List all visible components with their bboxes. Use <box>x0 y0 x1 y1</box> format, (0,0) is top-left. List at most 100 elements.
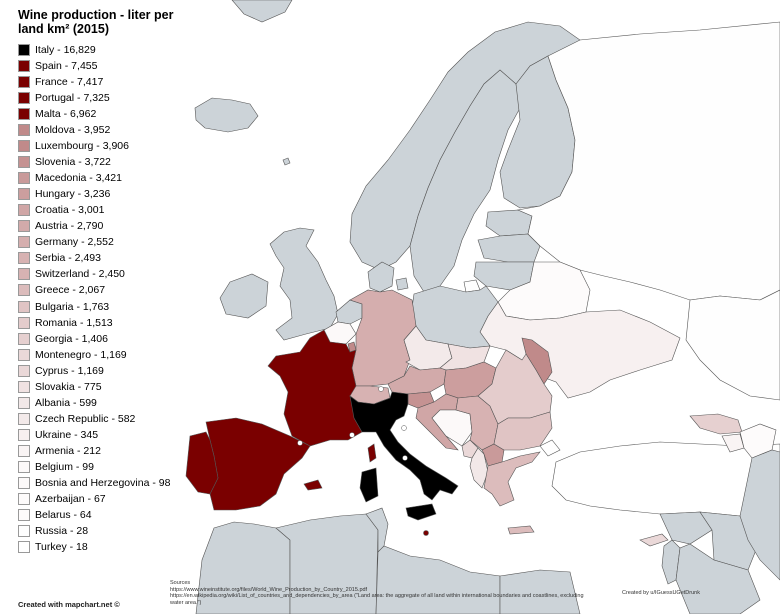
legend-label: Slovenia - 3,722 <box>35 156 111 169</box>
legend-label: Czech Republic - 582 <box>35 412 136 425</box>
legend-item: Belgium - 99 <box>18 459 188 475</box>
country-netherlands <box>335 299 363 325</box>
sources-link-wineinstitute[interactable]: https://www.wineinstitute.org/files/Worl… <box>170 586 368 593</box>
legend-label: Armenia - 212 <box>35 444 101 457</box>
country-united-kingdom <box>269 227 339 341</box>
legend-item: Malta - 6,962 <box>18 106 188 122</box>
legend-item: Serbia - 2,493 <box>18 250 188 266</box>
legend-label: Slovakia - 775 <box>35 380 102 393</box>
legend-swatch <box>18 524 30 537</box>
legend-swatch <box>18 412 30 425</box>
legend-label: Macedonia - 3,421 <box>35 172 122 185</box>
legend-swatch <box>18 460 30 473</box>
sources-link-wikipedia[interactable]: https://en.wikipedia.org/wiki/List_of_co… <box>170 593 584 606</box>
legend-item: Slovenia - 3,722 <box>18 154 188 170</box>
capital-marker-vatican <box>402 455 408 461</box>
legend-swatch <box>18 252 30 265</box>
country-ukraine <box>479 301 681 399</box>
country-kazakhstan <box>685 289 780 401</box>
legend-list: Italy - 16,829 Spain - 7,455 France - 7,41… <box>18 42 188 555</box>
legend-item: Austria - 2,790 <box>18 218 188 234</box>
country-sweden <box>409 69 521 293</box>
country-bulgaria <box>493 411 553 451</box>
legend-label: Spain - 7,455 <box>35 60 98 73</box>
legend-swatch <box>18 188 30 201</box>
legend-label: Turkey - 18 <box>35 540 88 553</box>
legend-label: Bulgaria - 1,763 <box>35 300 110 313</box>
legend-swatch <box>18 444 30 457</box>
legend-item: Montenegro - 1,169 <box>18 347 188 363</box>
legend-item: Belarus - 64 <box>18 507 188 523</box>
legend-swatch <box>18 428 30 441</box>
legend-swatch <box>18 380 30 393</box>
sources: Sources https://www.wineinstitute.org/fi… <box>170 580 590 606</box>
legend-swatch <box>18 300 30 313</box>
country-ireland <box>219 273 269 319</box>
legend-label: Hungary - 3,236 <box>35 188 111 201</box>
legend-label: Bosnia and Herzegovina - 98 <box>35 476 171 489</box>
country-estonia <box>485 209 533 237</box>
legend-swatch <box>18 204 30 217</box>
capital-marker-san-marino <box>401 425 407 431</box>
country-portugal <box>185 431 219 495</box>
legend-label: Italy - 16,829 <box>35 44 96 57</box>
legend-swatch <box>18 332 30 345</box>
country-greece-crete <box>507 525 535 535</box>
country-france <box>267 329 363 447</box>
legend-label: Moldova - 3,952 <box>35 124 111 137</box>
legend-label: Azerbaijan - 67 <box>35 492 106 505</box>
country-cyprus <box>639 533 669 547</box>
legend-item: Portugal - 7,325 <box>18 90 188 106</box>
legend-label: Romania - 1,513 <box>35 316 113 329</box>
legend-swatch <box>18 60 30 73</box>
country-latvia <box>477 233 541 263</box>
legend-label: Russia - 28 <box>35 524 89 537</box>
legend-label: Ukraine - 345 <box>35 428 99 441</box>
legend-swatch <box>18 220 30 233</box>
legend-label: Georgia - 1,406 <box>35 332 108 345</box>
legend-label: Albania - 599 <box>35 396 97 409</box>
country-italy <box>349 391 459 501</box>
legend-label: Croatia - 3,001 <box>35 204 105 217</box>
country-greenland <box>231 0 293 23</box>
legend-label: Portugal - 7,325 <box>35 92 110 105</box>
legend-item: Bulgaria - 1,763 <box>18 299 188 315</box>
legend-item: Hungary - 3,236 <box>18 186 188 202</box>
country-libya <box>375 545 501 614</box>
legend-swatch <box>18 92 30 105</box>
legend-item: Luxembourg - 3,906 <box>18 138 188 154</box>
legend-label: Serbia - 2,493 <box>35 252 101 265</box>
country-italy-sardinia <box>359 467 379 503</box>
capital-marker-vaduz <box>378 386 384 392</box>
capital-marker-monaco <box>349 432 355 438</box>
legend-swatch <box>18 508 30 521</box>
legend-swatch <box>18 348 30 361</box>
legend-item: Georgia - 1,406 <box>18 331 188 347</box>
country-italy-sicily <box>405 503 437 521</box>
legend-item: Albania - 599 <box>18 395 188 411</box>
sources-heading: Sources <box>170 580 191 586</box>
legend-item: Greece - 2,067 <box>18 282 188 298</box>
legend-swatch <box>18 316 30 329</box>
legend-item: Ukraine - 345 <box>18 427 188 443</box>
legend-label: Greece - 2,067 <box>35 284 106 297</box>
country-georgia <box>689 413 743 435</box>
country-greece <box>483 451 541 507</box>
capital-marker-andorra <box>297 440 303 446</box>
country-egypt <box>499 569 581 614</box>
country-france-corsica <box>367 443 377 463</box>
legend-item: Moldova - 3,952 <box>18 122 188 138</box>
mapchart-credit: Created with mapchart.net © <box>18 600 120 609</box>
legend-swatch <box>18 284 30 297</box>
legend-label: Belarus - 64 <box>35 508 92 521</box>
legend-swatch <box>18 76 30 89</box>
legend-label: Germany - 2,552 <box>35 236 114 249</box>
legend-label: Montenegro - 1,169 <box>35 348 127 361</box>
legend-item: Turkey - 18 <box>18 539 188 555</box>
legend-swatch <box>18 124 30 137</box>
legend-label: France - 7,417 <box>35 76 104 89</box>
legend-label: Belgium - 99 <box>35 460 94 473</box>
country-iceland <box>194 97 259 133</box>
legend-item: Armenia - 212 <box>18 443 188 459</box>
country-spain-balearic <box>303 479 323 491</box>
